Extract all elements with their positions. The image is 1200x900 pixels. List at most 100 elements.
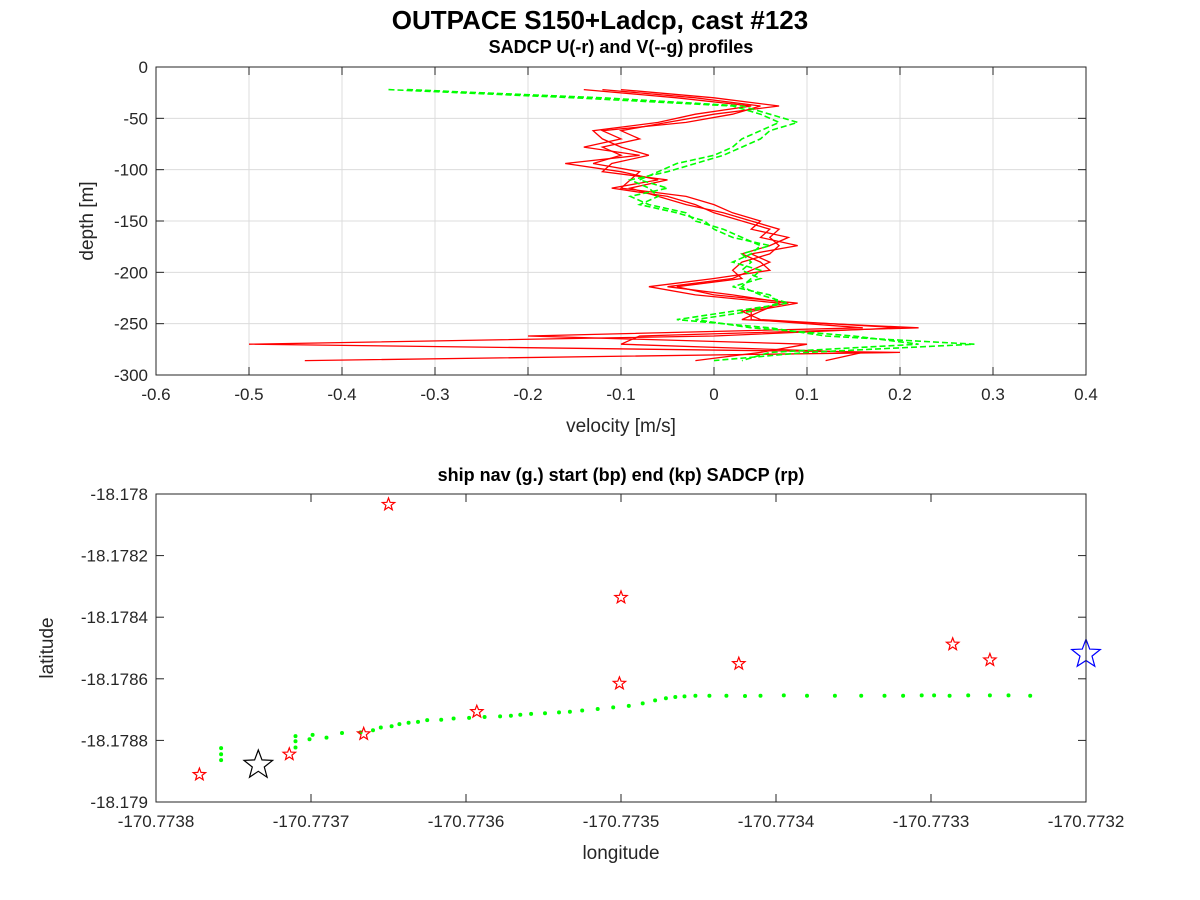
nav-point — [859, 693, 864, 698]
velocity-xtick-label: -0.4 — [327, 385, 356, 404]
nav-point — [987, 693, 992, 698]
series-line-u3 — [527, 88, 863, 362]
nav-point — [425, 718, 430, 723]
velocity-xtick-label: -0.5 — [234, 385, 263, 404]
nav-point — [743, 694, 747, 698]
nav-point — [378, 725, 383, 730]
nav-point — [673, 695, 678, 699]
velocity-chart-xlabel: velocity [m/s] — [566, 416, 676, 437]
velocity-xtick-label: -0.1 — [606, 385, 635, 404]
nav-point — [543, 711, 547, 716]
velocity-ytick-label: 0 — [139, 58, 148, 77]
nav-point — [882, 693, 887, 698]
nav-chart-xlabel: longitude — [582, 843, 659, 864]
nav-xtick-label: -170.7733 — [893, 812, 970, 831]
nav-point — [611, 705, 616, 710]
nav-point — [653, 698, 658, 703]
nav-point — [567, 709, 572, 714]
nav-chart-ticks: -170.7738 -170.7737 -170.7736 -170.7735 -170… — [81, 485, 1124, 831]
nav-point — [406, 720, 411, 725]
nav-point — [966, 693, 971, 698]
nav-point — [682, 694, 687, 699]
nav-xtick-label: -170.7735 — [583, 812, 660, 831]
series-line-v2 — [407, 88, 919, 362]
nav-point — [293, 739, 298, 744]
velocity-profile-chart: SADCP U(-r) and V(--g) profiles -0.6 -0.5… — [77, 37, 1098, 437]
nav-point — [901, 693, 906, 698]
figure-title: OUTPACE S150+Ladcp, cast #123 — [392, 5, 808, 35]
nav-point — [640, 701, 645, 706]
sadcp-star-marker — [611, 675, 628, 691]
nav-ytick-label: -18.179 — [90, 793, 148, 812]
velocity-xtick-label: -0.3 — [420, 385, 449, 404]
sadcp-star-marker — [982, 651, 998, 667]
nav-point — [626, 703, 631, 708]
nav-point — [389, 724, 394, 729]
velocity-xtick-label: 0.1 — [795, 385, 819, 404]
nav-point — [498, 714, 503, 719]
nav-ytick-label: -18.1786 — [81, 670, 148, 689]
nav-point — [219, 752, 224, 757]
nav-point — [919, 693, 924, 698]
nav-xtick-label: -170.7737 — [273, 812, 350, 831]
velocity-chart-title: SADCP U(-r) and V(--g) profiles — [489, 37, 754, 57]
nav-point — [307, 737, 312, 742]
velocity-series-group — [248, 88, 975, 362]
nav-point — [758, 693, 763, 698]
nav-point — [707, 693, 712, 698]
nav-point — [439, 717, 444, 722]
end-star-marker — [242, 748, 275, 779]
velocity-chart-ticks: -0.6 -0.5 -0.4 -0.3 -0.2 -0.1 0 0.1 0.2 0.3 0.4 0 -5… — [114, 58, 1098, 404]
sadcp-star-marker — [730, 655, 747, 671]
nav-point — [947, 693, 952, 698]
sadcp-star-marker — [944, 636, 961, 652]
nav-chart-ylabel: latitude — [37, 617, 58, 678]
velocity-chart-ylabel: depth [m] — [77, 181, 98, 260]
nav-point — [310, 732, 315, 737]
velocity-xtick-label: 0.2 — [888, 385, 912, 404]
nav-xtick-label: -170.7738 — [118, 812, 195, 831]
sadcp-star-marker — [191, 766, 208, 782]
nav-chart-title: ship nav (g.) start (bp) end (kp) SADCP … — [438, 465, 805, 485]
nav-point — [219, 746, 224, 751]
sadcp-star-marker — [355, 725, 372, 741]
velocity-ytick-label: -50 — [123, 109, 148, 128]
nav-point — [416, 719, 420, 724]
nav-point — [340, 731, 344, 735]
nav-ytick-label: -18.1784 — [81, 608, 148, 627]
nav-point — [595, 707, 600, 711]
nav-point — [724, 693, 729, 698]
nav-point — [397, 722, 402, 727]
velocity-chart-grid — [155, 66, 1087, 376]
nav-point — [508, 713, 513, 718]
nav-ytick-label: -18.1788 — [81, 731, 148, 750]
nav-point — [832, 693, 837, 698]
sadcp-star-marker — [380, 496, 397, 512]
velocity-xtick-label: -0.6 — [141, 385, 170, 404]
nav-point — [324, 735, 329, 740]
nav-points-group — [191, 496, 1102, 782]
nav-point — [529, 711, 534, 716]
nav-xtick-label: -170.7732 — [1048, 812, 1125, 831]
sadcp-star-marker — [281, 746, 298, 761]
nav-point — [781, 693, 786, 698]
nav-point — [371, 728, 375, 733]
nav-point — [693, 693, 698, 698]
nav-ytick-label: -18.178 — [90, 485, 148, 504]
sadcp-star-marker — [613, 589, 629, 605]
nav-point — [451, 716, 456, 721]
nav-point — [557, 710, 561, 715]
nav-xtick-label: -170.7734 — [738, 812, 815, 831]
nav-point — [219, 758, 224, 763]
nav-point — [932, 693, 937, 698]
nav-point — [293, 745, 298, 750]
velocity-ytick-label: -150 — [114, 212, 148, 231]
velocity-xtick-label: 0.4 — [1074, 385, 1098, 404]
ship-nav-chart: ship nav (g.) start (bp) end (kp) SADCP … — [37, 465, 1124, 864]
nav-point — [467, 715, 472, 720]
nav-point — [518, 712, 523, 717]
nav-xtick-label: -170.7736 — [428, 812, 505, 831]
velocity-ytick-label: -300 — [114, 366, 148, 385]
velocity-xtick-label: 0.3 — [981, 385, 1005, 404]
